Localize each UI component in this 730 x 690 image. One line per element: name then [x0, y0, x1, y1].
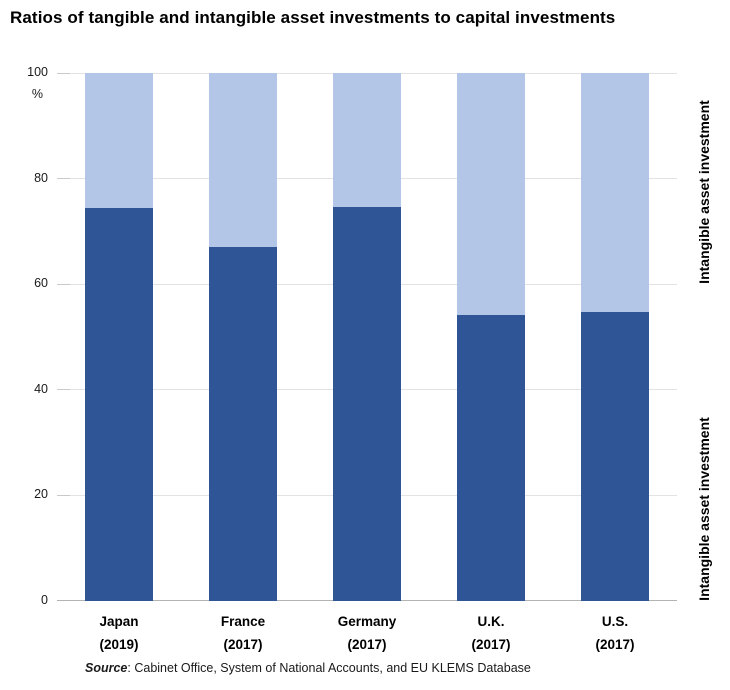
x-axis-label-japan-country: Japan [99, 614, 139, 629]
source-separator: : [127, 661, 135, 675]
x-axis-label-japan-year: (2019) [99, 637, 139, 652]
x-axis-label-france-country: France [220, 614, 266, 629]
bar-france-top-segment [209, 73, 277, 248]
y-tick-label-20: 20 [34, 487, 48, 502]
x-axis-label-us: U.S. (2017) [553, 610, 677, 656]
bar-us-bottom-segment [581, 312, 649, 601]
source-note: Source: Cabinet Office, System of Nation… [85, 661, 531, 675]
bar-japan-top-segment [85, 73, 153, 209]
y-tickmark-60 [57, 284, 70, 285]
right-annotation-bottom: Intangible asset investment [696, 417, 712, 601]
y-tick-label-100: 100 [27, 65, 48, 79]
y-tickmark-80 [57, 178, 70, 179]
source-text: Cabinet Office, System of National Accou… [134, 661, 531, 675]
y-tickmark-40 [57, 389, 70, 390]
bar-germany-top-segment [333, 73, 401, 207]
x-axis-label-uk: U.K. (2017) [429, 610, 553, 656]
x-axis-label-us-country: U.S. [601, 614, 629, 629]
bar-germany-bottom-segment [333, 206, 401, 601]
y-tick-label-40: 40 [34, 381, 48, 396]
y-tick-label-60: 60 [34, 276, 48, 291]
y-axis-unit-label: % [31, 87, 43, 101]
x-axis-labels: Japan (2019) France (2017) Germany (2017) U.K.… [57, 610, 677, 660]
x-axis-label-france-year: (2017) [223, 637, 263, 652]
x-axis-label-us-year: (2017) [595, 637, 635, 652]
x-axis-label-germany: Germany (2017) [305, 610, 429, 656]
right-annotation-top: Intangible asset investment [696, 100, 712, 284]
x-axis-label-uk-year: (2017) [471, 637, 511, 652]
bar-japan-bottom-segment [85, 208, 153, 601]
bar-us-top-segment [581, 73, 649, 313]
chart-title: Ratios of tangible and intangible asset … [10, 8, 616, 27]
y-tick-label-0: 0 [41, 593, 48, 607]
bar-uk-top-segment [457, 73, 525, 315]
y-tickmark-20 [57, 495, 70, 496]
bar-france-bottom-segment [209, 247, 277, 601]
x-axis-label-germany-country: Germany [337, 614, 397, 629]
x-axis-label-uk-country: U.K. [477, 614, 505, 629]
source-prefix-label: Source [85, 661, 128, 675]
x-axis-label-germany-year: (2017) [347, 637, 387, 652]
y-tickmark-100 [57, 73, 70, 74]
plot-area [57, 73, 677, 601]
y-tick-label-80: 80 [34, 170, 48, 185]
x-axis-label-france: France (2017) [181, 610, 305, 656]
bar-uk-bottom-segment [457, 314, 525, 601]
x-axis-label-japan: Japan (2019) [57, 610, 181, 656]
